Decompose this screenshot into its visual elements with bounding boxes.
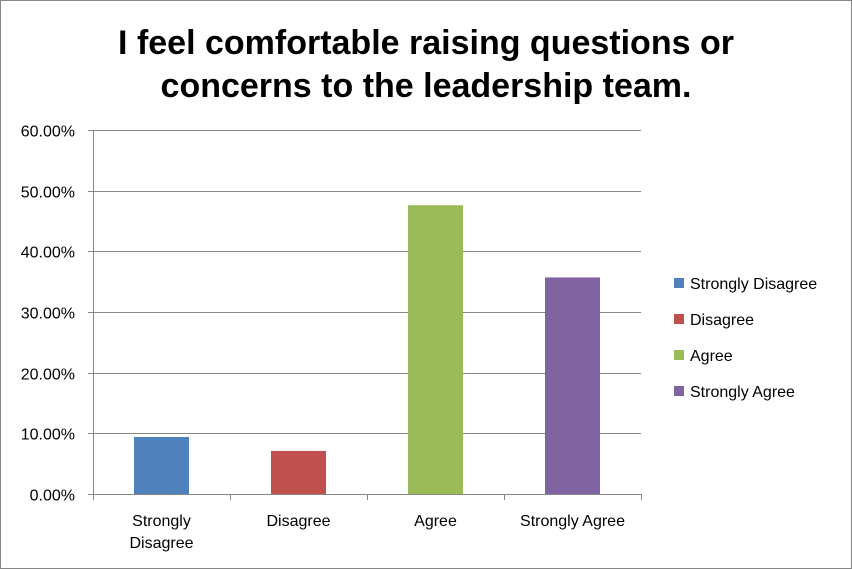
legend: Strongly Disagree Disagree Agree Strongly A… xyxy=(674,276,817,401)
legend-swatch xyxy=(674,386,684,396)
x-category-label: Strongly xyxy=(132,513,191,530)
y-tick-label: 60.00% xyxy=(21,124,75,141)
legend-label: Strongly Disagree xyxy=(690,276,817,293)
legend-swatch xyxy=(674,350,684,360)
legend-swatch xyxy=(674,278,684,288)
axes xyxy=(93,130,642,500)
x-category-label: Strongly Agree xyxy=(520,513,625,530)
y-axis-tick-labels: 0.00% 10.00% 20.00% 30.00% 40.00% 50.00% 60.00… xyxy=(21,124,93,505)
x-category-label: Agree xyxy=(414,513,457,530)
bar-agree xyxy=(408,205,463,494)
y-tick-label: 20.00% xyxy=(21,367,75,384)
bar-strongly-disagree xyxy=(134,436,189,494)
bar-strongly-agree xyxy=(545,277,600,494)
y-tick-label: 30.00% xyxy=(21,306,75,323)
chart-title-line-2: concerns to the leadership team. xyxy=(161,67,692,105)
legend-swatch xyxy=(674,314,684,324)
x-category-label: Disagree xyxy=(129,535,193,552)
chart-title: I feel comfortable raising questions or … xyxy=(118,24,734,105)
x-category-label: Disagree xyxy=(266,513,330,530)
y-tick-label: 40.00% xyxy=(21,245,75,262)
chart-title-line-1: I feel comfortable raising questions or xyxy=(118,24,734,62)
bar-disagree xyxy=(271,450,326,494)
y-tick-label: 10.00% xyxy=(21,427,75,444)
legend-label: Strongly Agree xyxy=(690,384,795,401)
y-tick-label: 0.00% xyxy=(30,488,75,505)
legend-label: Agree xyxy=(690,348,733,365)
bars xyxy=(134,205,600,494)
y-tick-label: 50.00% xyxy=(21,185,75,202)
legend-label: Disagree xyxy=(690,312,754,329)
x-axis-category-labels: Strongly Disagree Disagree Agree Strongly Ag… xyxy=(129,513,625,552)
